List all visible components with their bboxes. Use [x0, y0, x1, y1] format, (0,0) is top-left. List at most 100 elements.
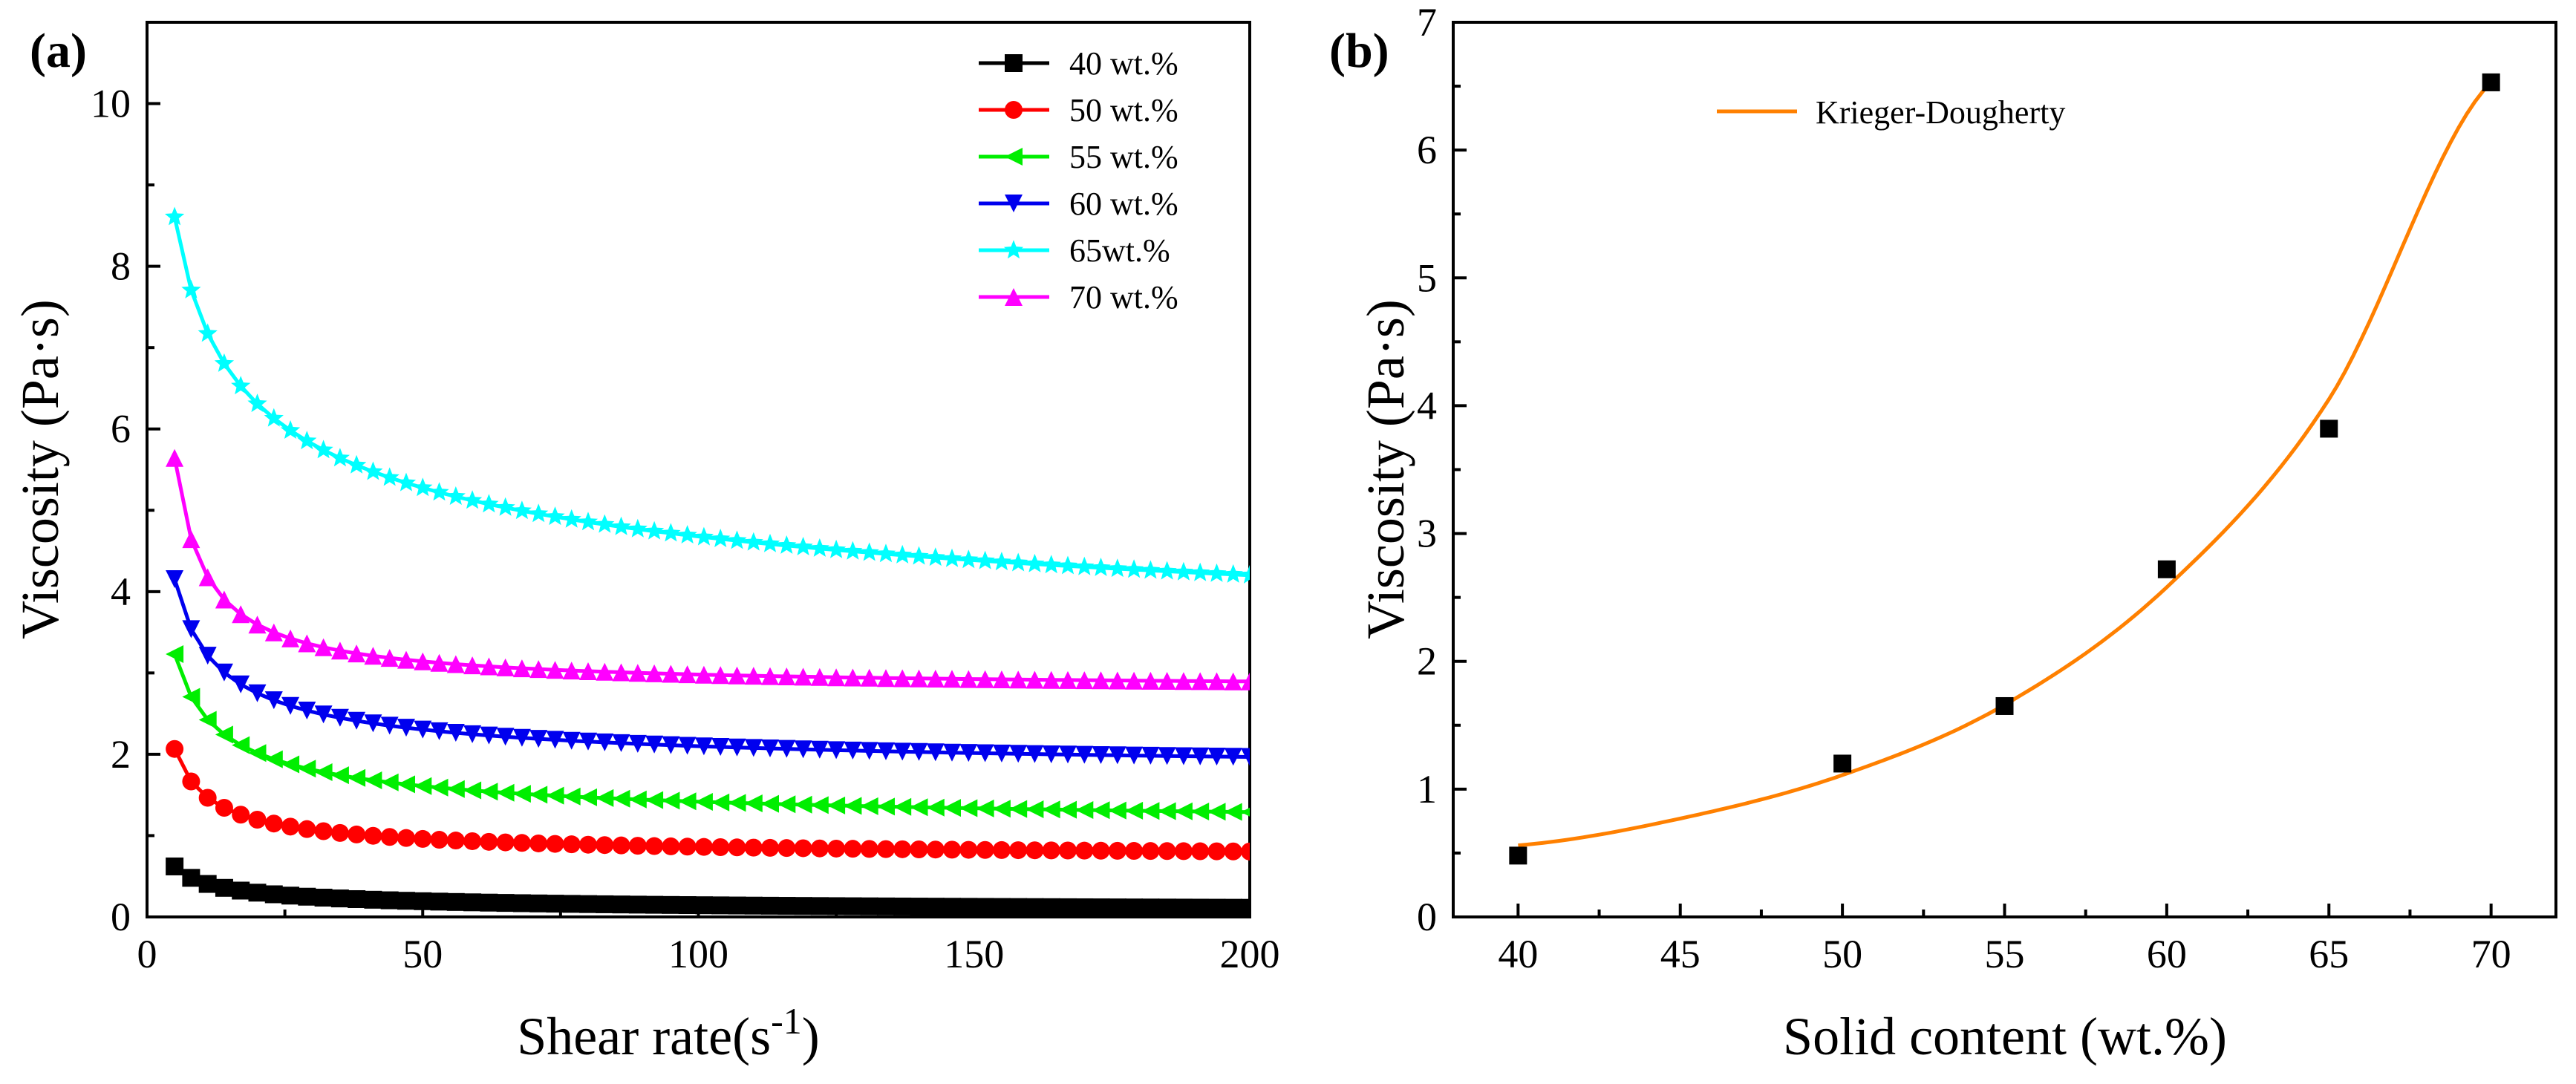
data-point	[495, 497, 515, 516]
data-point	[182, 772, 200, 791]
data-point	[397, 775, 415, 794]
data-point	[876, 840, 895, 858]
panel-b-x-ticks: 40 45 50 55 60 65 70	[1498, 904, 2511, 976]
series-5	[166, 448, 1250, 690]
data-point	[926, 840, 945, 859]
data-point	[1125, 801, 1144, 820]
data-point	[910, 742, 928, 761]
data-point	[1092, 841, 1110, 860]
data-point	[561, 509, 581, 528]
data-point	[761, 794, 779, 813]
data-point	[1125, 842, 1144, 861]
y-tick-label: 2	[1417, 639, 1437, 684]
data-point	[794, 667, 812, 686]
data-point	[562, 895, 581, 913]
data-point	[992, 898, 1011, 916]
data-point	[264, 885, 283, 904]
data-point	[827, 668, 846, 687]
data-point	[611, 516, 631, 535]
data-point	[1108, 898, 1126, 917]
data-point	[1025, 898, 1044, 916]
data-point	[1207, 898, 1226, 917]
data-point	[794, 795, 812, 814]
data-point	[1239, 564, 1250, 584]
data-point	[2320, 419, 2338, 438]
panel-b-y-ticks: 0 1 2 3 4 5 6 7	[1417, 0, 1467, 939]
data-point	[943, 670, 961, 688]
data-point	[844, 840, 862, 858]
legend-marker	[1005, 195, 1023, 212]
data-point	[728, 666, 746, 685]
data-point	[397, 719, 415, 737]
data-point	[1057, 555, 1078, 575]
data-point	[330, 708, 349, 727]
data-point	[645, 895, 664, 914]
data-point	[794, 740, 812, 759]
data-point	[761, 739, 779, 757]
data-point	[1207, 803, 1226, 821]
data-point	[727, 530, 747, 549]
y-tick-label: 4	[111, 569, 131, 614]
data-point	[893, 897, 912, 915]
data-point	[182, 530, 200, 549]
data-point	[777, 739, 796, 758]
data-point	[893, 840, 912, 858]
data-point	[1025, 800, 1044, 818]
series-0	[166, 857, 1250, 917]
data-point	[562, 835, 581, 854]
data-point	[777, 897, 796, 915]
data-point	[264, 691, 283, 710]
data-point	[728, 838, 746, 857]
data-point	[1224, 748, 1242, 766]
y-tick-label: 6	[111, 407, 131, 451]
data-point	[397, 829, 415, 847]
data-point	[809, 538, 829, 557]
panel-b-fit	[1518, 81, 2493, 848]
data-point	[893, 669, 912, 688]
data-point	[1241, 748, 1250, 766]
data-point	[166, 570, 184, 588]
y-tick-label: 2	[111, 732, 131, 777]
data-point	[943, 799, 961, 817]
data-point	[1124, 559, 1144, 578]
data-point	[546, 661, 564, 679]
series-1	[166, 739, 1250, 861]
data-point	[1075, 898, 1094, 916]
data-point	[1042, 800, 1060, 819]
x-tick-label: 40	[1498, 932, 1538, 976]
data-point	[893, 742, 912, 761]
data-point	[1174, 747, 1193, 765]
x-tick-label: 55	[1985, 932, 2025, 976]
data-point	[579, 788, 597, 806]
data-point	[364, 647, 382, 665]
data-point	[1025, 841, 1044, 860]
data-point	[926, 670, 945, 688]
data-point	[232, 881, 250, 900]
data-point	[694, 665, 713, 684]
data-point	[198, 323, 218, 342]
data-point	[1059, 745, 1077, 764]
legend-label: 65wt.%	[1069, 232, 1170, 269]
data-point	[711, 838, 730, 856]
data-point	[1009, 745, 1028, 763]
data-point	[330, 766, 349, 785]
data-point	[232, 605, 250, 624]
data-point	[694, 838, 713, 856]
series-2	[166, 645, 1250, 821]
data-point	[844, 897, 862, 915]
data-point	[414, 652, 432, 670]
data-point	[744, 739, 763, 757]
data-point	[1207, 748, 1226, 765]
data-point	[1190, 562, 1210, 581]
data-point	[1025, 553, 1045, 572]
data-point	[198, 568, 217, 587]
data-point	[893, 544, 913, 564]
data-point	[480, 832, 498, 851]
data-point	[596, 788, 614, 807]
data-point	[181, 279, 201, 298]
data-point	[711, 529, 731, 547]
data-point	[298, 634, 316, 653]
data-point	[1509, 846, 1527, 865]
data-point	[1075, 671, 1094, 690]
